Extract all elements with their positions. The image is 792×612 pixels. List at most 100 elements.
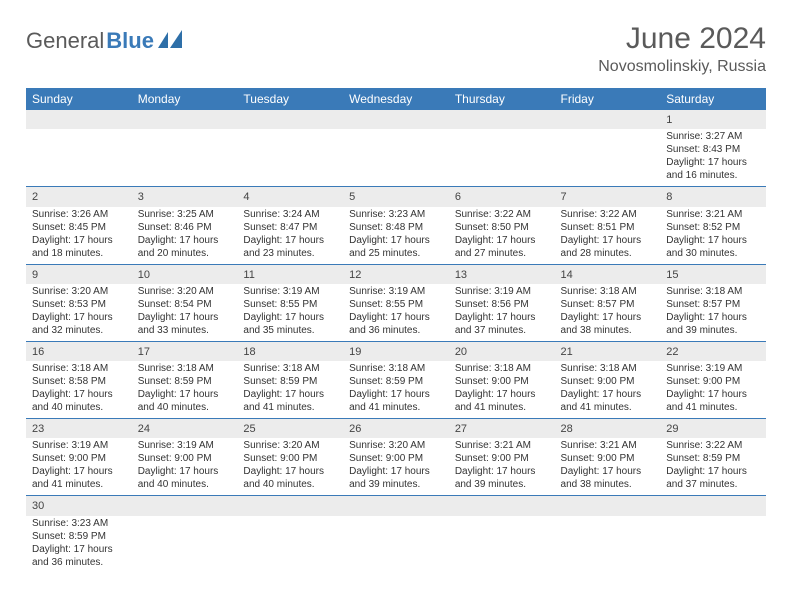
sunrise-line: Sunrise: 3:23 AM	[32, 517, 126, 530]
logo-text-2: Blue	[106, 28, 154, 54]
daylight-line: Daylight: 17 hours and 39 minutes.	[666, 311, 760, 337]
day-number: 5	[349, 188, 443, 205]
daylight-line: Daylight: 17 hours and 37 minutes.	[666, 465, 760, 491]
day-number: 7	[561, 188, 655, 205]
sunrise-line: Sunrise: 3:20 AM	[32, 285, 126, 298]
sunrise-line: Sunrise: 3:23 AM	[349, 208, 443, 221]
day-details: Sunrise: 3:18 AMSunset: 9:00 PMDaylight:…	[455, 362, 549, 414]
sunrise-line: Sunrise: 3:19 AM	[666, 362, 760, 375]
sunset-line: Sunset: 8:57 PM	[666, 298, 760, 311]
daylight-line: Daylight: 17 hours and 32 minutes.	[32, 311, 126, 337]
calendar-body: 1Sunrise: 3:27 AMSunset: 8:43 PMDaylight…	[26, 110, 766, 573]
day-details: Sunrise: 3:23 AMSunset: 8:48 PMDaylight:…	[349, 208, 443, 260]
sunset-line: Sunset: 8:51 PM	[561, 221, 655, 234]
daylight-line: Daylight: 17 hours and 41 minutes.	[666, 388, 760, 414]
sunset-line: Sunset: 8:59 PM	[666, 452, 760, 465]
sunset-line: Sunset: 9:00 PM	[243, 452, 337, 465]
day-details: Sunrise: 3:18 AMSunset: 8:59 PMDaylight:…	[349, 362, 443, 414]
calendar-cell-empty	[132, 496, 238, 573]
sunset-line: Sunset: 8:50 PM	[455, 221, 549, 234]
sunrise-line: Sunrise: 3:19 AM	[138, 439, 232, 452]
day-number: 11	[243, 266, 337, 283]
day-details: Sunrise: 3:21 AMSunset: 9:00 PMDaylight:…	[561, 439, 655, 491]
day-number: 26	[349, 420, 443, 437]
day-number: 4	[243, 188, 337, 205]
sunset-line: Sunset: 9:00 PM	[455, 452, 549, 465]
calendar-cell: 19Sunrise: 3:18 AMSunset: 8:59 PMDayligh…	[343, 341, 449, 418]
calendar-cell: 3Sunrise: 3:25 AMSunset: 8:46 PMDaylight…	[132, 187, 238, 264]
day-number: 12	[349, 266, 443, 283]
sunset-line: Sunset: 8:45 PM	[32, 221, 126, 234]
day-number: 27	[455, 420, 549, 437]
daylight-line: Daylight: 17 hours and 39 minutes.	[455, 465, 549, 491]
day-details: Sunrise: 3:18 AMSunset: 8:58 PMDaylight:…	[32, 362, 126, 414]
day-number: 25	[243, 420, 337, 437]
calendar-cell: 27 Sunrise: 3:21 AMSunset: 9:00 PMDayligh…	[449, 419, 555, 496]
calendar-cell-empty	[449, 496, 555, 573]
daylight-line: Daylight: 17 hours and 25 minutes.	[349, 234, 443, 260]
day-number: 8	[666, 188, 760, 205]
calendar-cell: 14Sunrise: 3:18 AMSunset: 8:57 PMDayligh…	[555, 264, 661, 341]
sunset-line: Sunset: 8:59 PM	[349, 375, 443, 388]
calendar-row: 2Sunrise: 3:26 AMSunset: 8:45 PMDaylight…	[26, 187, 766, 264]
calendar-cell-empty	[26, 110, 132, 187]
calendar-cell: 28Sunrise: 3:21 AMSunset: 9:00 PMDayligh…	[555, 419, 661, 496]
calendar-cell: 18Sunrise: 3:18 AMSunset: 8:59 PMDayligh…	[237, 341, 343, 418]
daylight-line: Daylight: 17 hours and 40 minutes.	[32, 388, 126, 414]
weekday-header: Thursday	[449, 88, 555, 110]
daylight-line: Daylight: 17 hours and 36 minutes.	[32, 543, 126, 569]
daylight-line: Daylight: 17 hours and 39 minutes.	[349, 465, 443, 491]
sunrise-line: Sunrise: 3:18 AM	[138, 362, 232, 375]
day-details: Sunrise: 3:18 AMSunset: 9:00 PMDaylight:…	[561, 362, 655, 414]
logo-text-1: General	[26, 28, 104, 54]
weekday-header: Monday	[132, 88, 238, 110]
daylight-line: Daylight: 17 hours and 28 minutes.	[561, 234, 655, 260]
sunrise-line: Sunrise: 3:19 AM	[243, 285, 337, 298]
calendar-cell-empty	[237, 110, 343, 187]
daylight-line: Daylight: 17 hours and 40 minutes.	[138, 388, 232, 414]
calendar-cell: 1Sunrise: 3:27 AMSunset: 8:43 PMDaylight…	[660, 110, 766, 187]
calendar-cell: 9Sunrise: 3:20 AMSunset: 8:53 PMDaylight…	[26, 264, 132, 341]
sunset-line: Sunset: 8:43 PM	[666, 143, 760, 156]
day-details: Sunrise: 3:27 AMSunset: 8:43 PMDaylight:…	[666, 130, 760, 182]
calendar-cell-empty	[343, 496, 449, 573]
sunrise-line: Sunrise: 3:18 AM	[666, 285, 760, 298]
day-details: Sunrise: 3:22 AMSunset: 8:51 PMDaylight:…	[561, 208, 655, 260]
calendar-cell-empty	[449, 110, 555, 187]
day-details: Sunrise: 3:18 AMSunset: 8:57 PMDaylight:…	[561, 285, 655, 337]
sunrise-line: Sunrise: 3:21 AM	[561, 439, 655, 452]
day-details: Sunrise: 3:18 AMSunset: 8:59 PMDaylight:…	[138, 362, 232, 414]
calendar-row: 30Sunrise: 3:23 AMSunset: 8:59 PMDayligh…	[26, 496, 766, 573]
sunrise-line: Sunrise: 3:19 AM	[349, 285, 443, 298]
day-number: 17	[138, 343, 232, 360]
daylight-line: Daylight: 17 hours and 37 minutes.	[455, 311, 549, 337]
calendar-cell: 8Sunrise: 3:21 AMSunset: 8:52 PMDaylight…	[660, 187, 766, 264]
sunrise-line: Sunrise: 3:24 AM	[243, 208, 337, 221]
weekday-header: Wednesday	[343, 88, 449, 110]
calendar-cell: 7 Sunrise: 3:22 AMSunset: 8:51 PMDaylight…	[555, 187, 661, 264]
calendar-cell-empty	[555, 496, 661, 573]
daylight-line: Daylight: 17 hours and 40 minutes.	[243, 465, 337, 491]
calendar-row: 1Sunrise: 3:27 AMSunset: 8:43 PMDaylight…	[26, 110, 766, 187]
calendar-cell: 26Sunrise: 3:20 AMSunset: 9:00 PMDayligh…	[343, 419, 449, 496]
calendar-cell-empty	[237, 496, 343, 573]
day-number: 24	[138, 420, 232, 437]
calendar-cell: 5 Sunrise: 3:23 AMSunset: 8:48 PMDaylight…	[343, 187, 449, 264]
sunrise-line: Sunrise: 3:20 AM	[349, 439, 443, 452]
daylight-line: Daylight: 17 hours and 33 minutes.	[138, 311, 232, 337]
weekday-header: Friday	[555, 88, 661, 110]
sunrise-line: Sunrise: 3:21 AM	[666, 208, 760, 221]
sunrise-line: Sunrise: 3:18 AM	[561, 285, 655, 298]
calendar-cell: 16Sunrise: 3:18 AMSunset: 8:58 PMDayligh…	[26, 341, 132, 418]
sunset-line: Sunset: 8:58 PM	[32, 375, 126, 388]
day-number: 15	[666, 266, 760, 283]
logo: GeneralBlue	[26, 28, 184, 54]
sunrise-line: Sunrise: 3:19 AM	[455, 285, 549, 298]
sunrise-line: Sunrise: 3:21 AM	[455, 439, 549, 452]
calendar-table: Sunday Monday Tuesday Wednesday Thursday…	[26, 88, 766, 573]
calendar-cell: 30Sunrise: 3:23 AMSunset: 8:59 PMDayligh…	[26, 496, 132, 573]
sunset-line: Sunset: 8:48 PM	[349, 221, 443, 234]
day-number: 6	[455, 188, 549, 205]
day-number: 13	[455, 266, 549, 283]
sunset-line: Sunset: 9:00 PM	[561, 375, 655, 388]
